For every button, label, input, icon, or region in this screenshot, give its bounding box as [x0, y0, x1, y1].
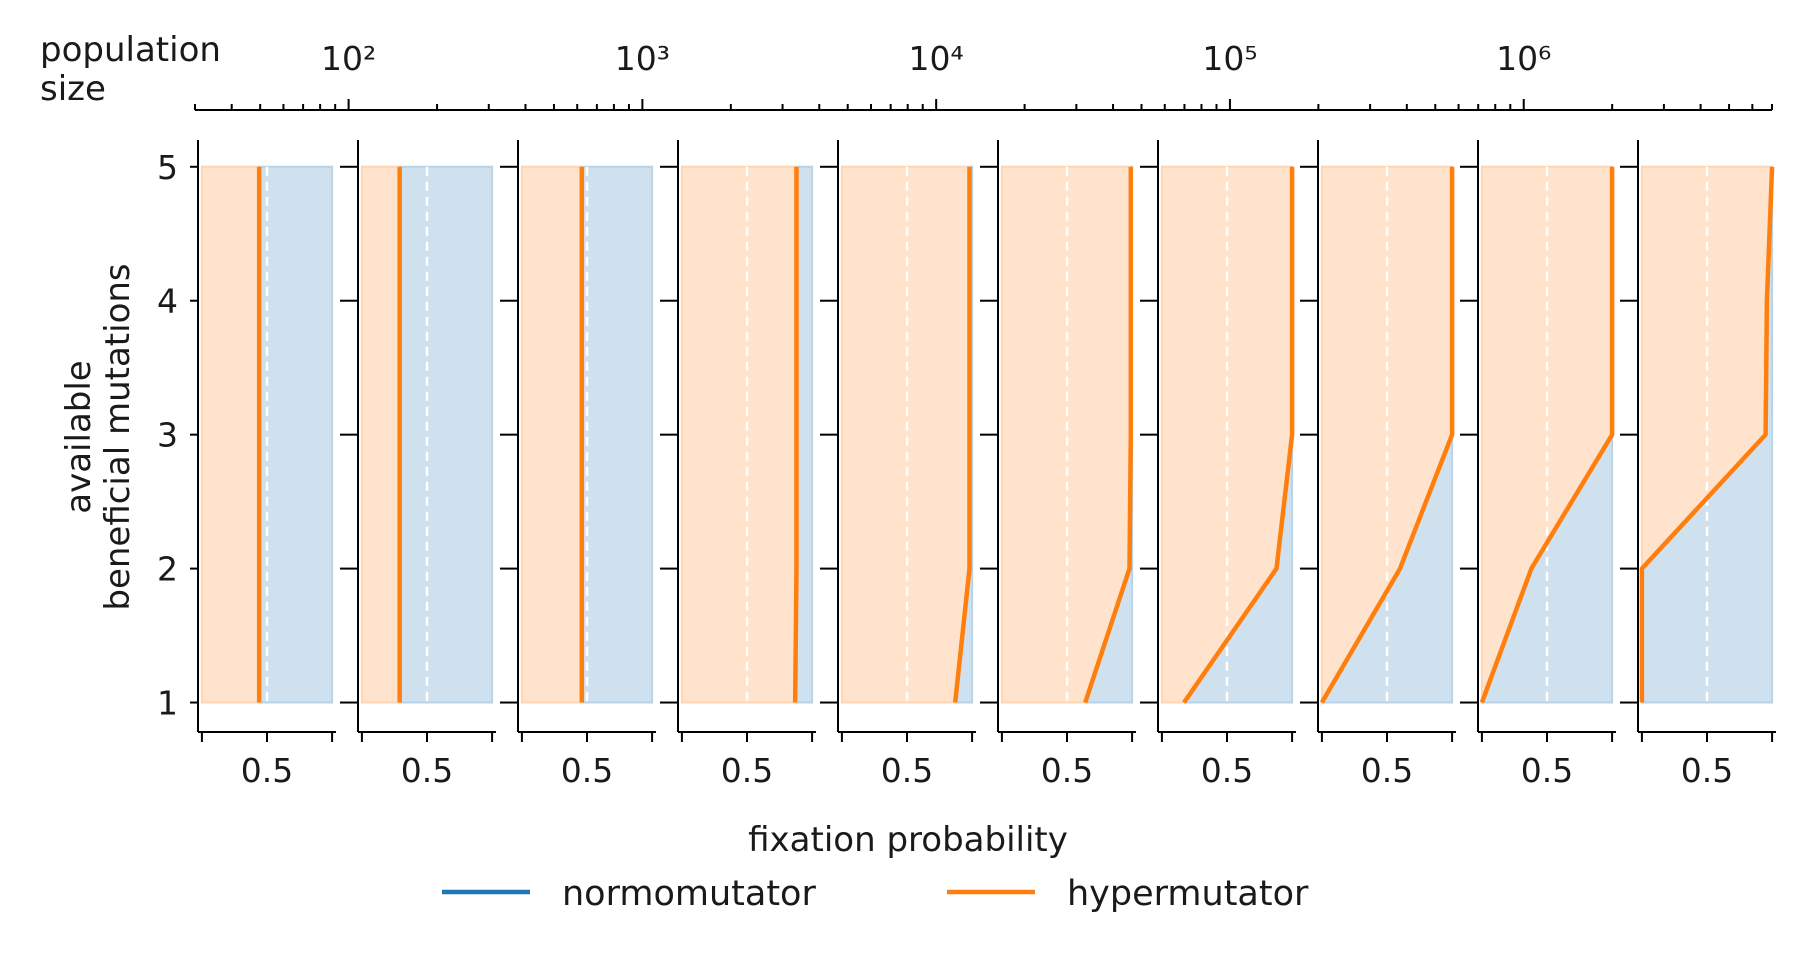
hypermutator-line [1639, 166, 1775, 703]
hypermutator-fill [520, 165, 583, 704]
population-size-axis: 10² 10³ 10⁴ 10⁵ 10⁶ [194, 39, 1773, 111]
x-tick-label: 0.5 [1201, 751, 1253, 790]
panel-4: 0.5 [660, 140, 816, 790]
panel-1: 1 2 3 4 5 0.5 [157, 140, 336, 790]
panel-10: 0.5 [1620, 140, 1776, 790]
top-tick-label: 10³ [615, 39, 670, 78]
y-axis-title: availablebeneficial mutations [59, 263, 138, 610]
hypermutator-fill [360, 165, 401, 704]
hypermutator-fill [200, 165, 261, 704]
panel-7: 0.5 [1140, 140, 1296, 790]
hypermutator-line [792, 166, 799, 703]
panel-9: 0.5 [1460, 140, 1616, 790]
normomutator-fill [580, 165, 654, 704]
x-axis-title: fixation probability [748, 820, 1068, 860]
axis-title-line: beneficial mutations [98, 263, 138, 610]
hypermutator-line [1479, 166, 1615, 704]
y-tick-label: 1 [157, 684, 178, 723]
hypermutator-line [952, 166, 972, 703]
axis-title-line: available [59, 360, 99, 513]
x-tick-label: 0.5 [241, 751, 293, 790]
hypermutator-fill [840, 165, 971, 704]
x-tick-label: 0.5 [1361, 751, 1413, 790]
y-tick-label: 4 [157, 282, 178, 321]
x-tick-label: 0.5 [561, 751, 613, 790]
axis-title-line: population [40, 30, 221, 70]
x-tick-label: 0.5 [1681, 751, 1733, 790]
panels: 1 2 3 4 5 0.5 0.5 0.5 0.5 0.5 0.5 0.5 0.5 0.5 0.5 [157, 140, 1776, 790]
normomutator-fill [398, 165, 494, 704]
hypermutator-fill [680, 165, 798, 704]
hypermutator-legend-label: hypermutator [1067, 874, 1309, 914]
x-tick-label: 0.5 [881, 751, 933, 790]
legend-item-normomutator: normomutator [442, 874, 816, 914]
hypermutator-line [1319, 166, 1455, 704]
x-tick-label: 0.5 [1041, 751, 1093, 790]
top-tick-label: 10⁶ [1496, 39, 1551, 78]
panel-8: 0.5 [1300, 140, 1456, 790]
normomutator-fill [258, 165, 334, 704]
normomutator-legend-label: normomutator [562, 874, 816, 914]
x-tick-label: 0.5 [401, 751, 453, 790]
x-tick-label: 0.5 [721, 751, 773, 790]
legend-item-hypermutator: hypermutator [947, 874, 1309, 914]
top-tick-label: 10⁵ [1202, 39, 1257, 78]
x-tick-label: 0.5 [1521, 751, 1573, 790]
y-tick-label: 3 [157, 416, 178, 455]
legend: normomutator hypermutator [442, 874, 1309, 914]
panel-5: 0.5 [820, 140, 976, 790]
top-tick-label: 10² [321, 39, 376, 78]
panel-6: 0.5 [980, 140, 1136, 790]
axis-title-line: size [40, 69, 106, 109]
panel-3: 0.5 [500, 140, 656, 790]
top-tick-label: 10⁴ [909, 39, 964, 78]
hypermutator-line [1083, 166, 1134, 704]
hypermutator-line [1182, 166, 1295, 704]
population-axis-title: population size [40, 30, 221, 109]
y-tick-label: 2 [157, 550, 178, 589]
panel-2: 0.5 [340, 140, 496, 790]
y-tick-label: 5 [157, 148, 178, 187]
